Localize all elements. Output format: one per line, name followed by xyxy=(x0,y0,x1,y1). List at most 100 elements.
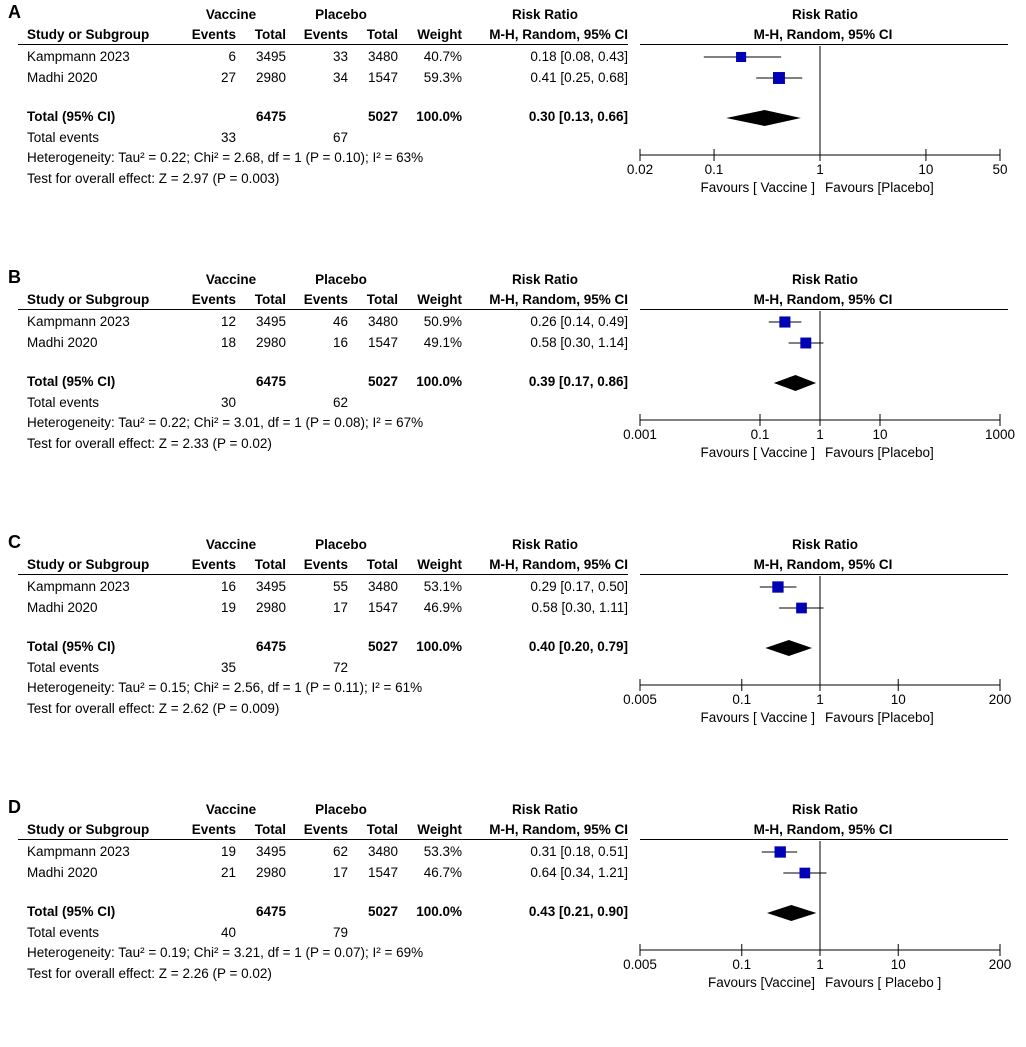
total-label: Total (95% CI) xyxy=(27,904,116,919)
x-tick-label: 0.005 xyxy=(623,957,657,972)
weight-header: Weight xyxy=(417,822,462,837)
x-tick-label: 10 xyxy=(891,957,906,972)
panel-label: A xyxy=(8,2,21,22)
placebo-events: 34 xyxy=(332,70,348,85)
study-point-square xyxy=(800,337,812,349)
vaccine-total: 2980 xyxy=(255,335,286,350)
total-events-vaccine: 30 xyxy=(220,395,236,410)
study-point-square xyxy=(772,581,784,593)
study-weight: 53.1% xyxy=(423,579,462,594)
x-tick-label: 1 xyxy=(816,692,824,707)
placebo-total-header: Total xyxy=(366,27,398,42)
placebo-group-header: Placebo xyxy=(315,7,367,22)
vaccine-group-header: Vaccine xyxy=(205,7,257,22)
total-events-label: Total events xyxy=(27,660,100,675)
x-tick-label: 0.1 xyxy=(732,692,751,707)
study-point-square xyxy=(773,72,785,84)
x-tick-label: 10 xyxy=(891,692,906,707)
x-tick-label: 1 xyxy=(816,957,824,972)
total-weight: 100.0% xyxy=(416,109,462,124)
placebo-events-header: Events xyxy=(303,27,348,42)
placebo-total-header: Total xyxy=(366,822,398,837)
header-rule xyxy=(18,839,628,840)
placebo-events: 55 xyxy=(332,579,348,594)
vaccine-events-header: Events xyxy=(191,822,236,837)
study-name: Kampmann 2023 xyxy=(27,579,130,594)
study-ci: 0.26 [0.14, 0.49] xyxy=(530,314,628,329)
placebo-group-header: Placebo xyxy=(315,272,367,287)
study-ci: 0.64 [0.34, 1.21] xyxy=(530,865,628,880)
favours-vaccine-label: Favours [ Vaccine ] xyxy=(700,445,815,460)
total-vaccine: 6475 xyxy=(255,374,286,389)
forest-svg: 0.02 0.1 1 10 50 Favours [ Vaccine ] Favours [… xyxy=(627,46,1008,195)
total-weight: 100.0% xyxy=(416,904,462,919)
total-events-placebo: 67 xyxy=(332,130,348,145)
favours-placebo-label: Favours [ Placebo ] xyxy=(825,975,941,990)
ci-method-header: M-H, Random, 95% CI xyxy=(489,822,628,837)
study-name: Kampmann 2023 xyxy=(27,49,130,64)
total-weight: 100.0% xyxy=(416,374,462,389)
x-tick-label: 0.1 xyxy=(751,427,770,442)
placebo-total: 3480 xyxy=(367,844,398,859)
study-name: Madhi 2020 xyxy=(27,335,98,350)
placebo-events: 17 xyxy=(332,865,348,880)
heterogeneity-text: Heterogeneity: Tau² = 0.19; Chi² = 3.21,… xyxy=(27,945,424,960)
vaccine-total-header: Total xyxy=(254,292,286,307)
study-weight: 53.3% xyxy=(423,844,462,859)
risk-ratio-header: Risk Ratio xyxy=(511,802,579,817)
vaccine-group-header: Vaccine xyxy=(205,272,257,287)
forest-panel-d: D Vaccine Placebo Risk Ratio Risk Ratio Study… xyxy=(0,795,1026,1047)
vaccine-events: 21 xyxy=(220,865,236,880)
favours-placebo-label: Favours [Placebo] xyxy=(825,710,934,725)
pooled-estimate-diamond xyxy=(766,905,817,921)
weight-header: Weight xyxy=(417,292,462,307)
x-tick-label: 0.02 xyxy=(627,162,653,177)
vaccine-group-header: Vaccine xyxy=(205,802,257,817)
placebo-events: 46 xyxy=(332,314,348,329)
vaccine-total: 2980 xyxy=(255,70,286,85)
risk-ratio-header: Risk Ratio xyxy=(511,537,579,552)
study-weight: 49.1% xyxy=(423,335,462,350)
forest-svg: 0.005 0.1 1 10 200 Favours [Vaccine] Favours [… xyxy=(623,841,1011,990)
forest-panel-a: A Vaccine Placebo Risk Ratio Risk Ratio Study… xyxy=(0,0,1026,252)
risk-ratio-header: Risk Ratio xyxy=(511,7,579,22)
forest-risk-ratio-header: Risk Ratio xyxy=(791,7,859,22)
study-column-header: Study or Subgroup xyxy=(27,822,150,837)
x-tick-label: 1 xyxy=(816,427,824,442)
forest-svg: 0.005 0.1 1 10 200 Favours [ Vaccine ] Favours… xyxy=(623,576,1011,725)
risk-ratio-header: Risk Ratio xyxy=(511,272,579,287)
study-name: Kampmann 2023 xyxy=(27,844,130,859)
placebo-events-header: Events xyxy=(303,557,348,572)
vaccine-events: 18 xyxy=(220,335,236,350)
placebo-total-header: Total xyxy=(366,292,398,307)
forest-method-header: M-H, Random, 95% CI xyxy=(753,557,893,572)
study-name: Madhi 2020 xyxy=(27,70,98,85)
placebo-total: 3480 xyxy=(367,579,398,594)
vaccine-group-header: Vaccine xyxy=(205,537,257,552)
forest-panel-b: B Vaccine Placebo Risk Ratio Risk Ratio Study… xyxy=(0,265,1026,517)
study-point-square xyxy=(774,846,786,858)
weight-header: Weight xyxy=(417,27,462,42)
pooled-estimate-diamond xyxy=(765,640,812,656)
weight-header: Weight xyxy=(417,557,462,572)
study-point-square xyxy=(799,867,811,879)
placebo-total: 3480 xyxy=(367,314,398,329)
favours-vaccine-label: Favours [ Vaccine ] xyxy=(700,710,815,725)
total-events-vaccine: 33 xyxy=(220,130,236,145)
study-ci: 0.41 [0.25, 0.68] xyxy=(530,70,628,85)
vaccine-total: 2980 xyxy=(255,865,286,880)
total-ci: 0.30 [0.13, 0.66] xyxy=(528,109,628,124)
vaccine-total: 3495 xyxy=(255,579,286,594)
header-rule xyxy=(18,44,628,45)
panel-label: D xyxy=(8,797,21,817)
placebo-group-header: Placebo xyxy=(315,802,367,817)
vaccine-events: 6 xyxy=(228,49,236,64)
heterogeneity-text: Heterogeneity: Tau² = 0.22; Chi² = 3.01,… xyxy=(27,415,424,430)
x-tick-label: 0.1 xyxy=(705,162,724,177)
vaccine-total-header: Total xyxy=(254,557,286,572)
study-column-header: Study or Subgroup xyxy=(27,557,150,572)
study-weight: 40.7% xyxy=(423,49,462,64)
placebo-total: 1547 xyxy=(367,600,398,615)
forest-svg: 0.001 0.1 1 10 1000 Favours [ Vaccine ] Favour… xyxy=(623,311,1015,460)
placebo-total: 1547 xyxy=(367,70,398,85)
